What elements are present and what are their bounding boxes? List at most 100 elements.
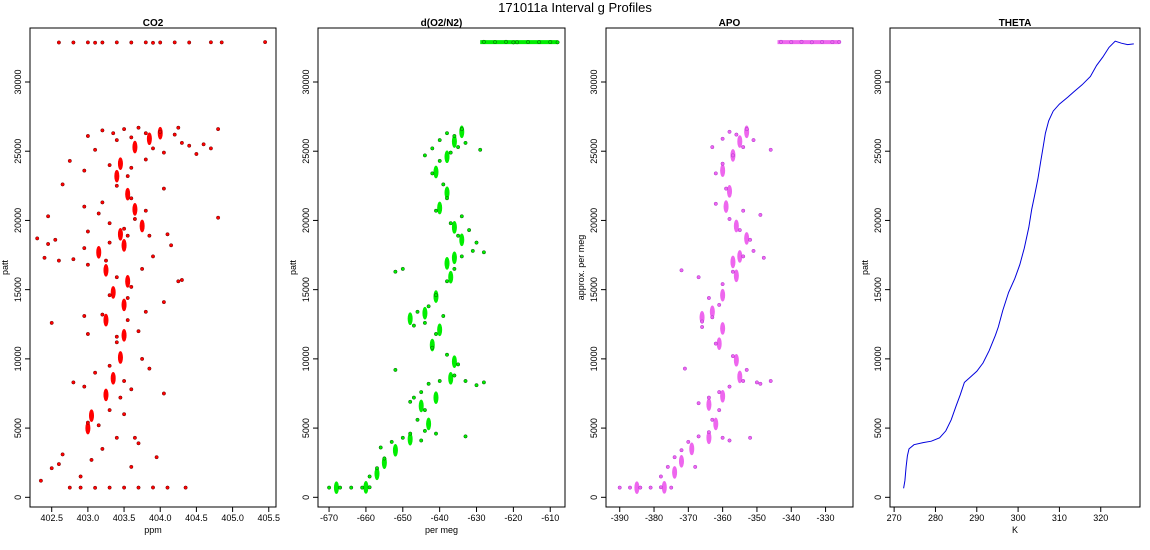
data-cluster <box>132 203 138 216</box>
data-point <box>411 323 416 328</box>
data-cluster <box>125 275 131 288</box>
data-point <box>452 134 457 138</box>
data-cluster <box>733 353 739 367</box>
y-tick-label: 30000 <box>589 69 599 94</box>
x-tick-label: 300 <box>1011 513 1026 523</box>
data-point <box>748 435 753 440</box>
y-tick-label: 15000 <box>301 277 311 302</box>
x-tick-label: -630 <box>468 513 486 523</box>
data-point <box>459 214 464 219</box>
data-cluster <box>121 329 127 342</box>
series-line <box>903 40 1134 489</box>
y-tick-label: 15000 <box>589 277 599 302</box>
y-tick-label: 10000 <box>13 346 23 371</box>
data-cluster <box>392 443 398 457</box>
data-point <box>474 240 479 245</box>
data-cluster <box>723 200 729 213</box>
data-point <box>56 258 61 263</box>
data-point <box>85 332 90 336</box>
data-point <box>724 186 729 191</box>
data-cluster <box>744 232 750 245</box>
data-point <box>129 40 134 45</box>
data-point <box>183 485 188 490</box>
data-point <box>761 255 766 260</box>
data-point <box>720 435 725 440</box>
data-point <box>481 39 486 44</box>
data-point <box>216 215 221 220</box>
data-cluster <box>418 399 424 413</box>
data-cluster <box>110 371 116 385</box>
x-tick-label: -620 <box>504 513 522 523</box>
data-point <box>617 485 622 490</box>
data-cluster <box>110 286 116 299</box>
data-point <box>665 464 670 469</box>
data-point <box>744 127 749 132</box>
data-point <box>147 366 152 371</box>
data-point <box>419 438 424 443</box>
plot-frame <box>317 27 566 508</box>
data-point <box>727 384 732 389</box>
data-point <box>100 446 105 451</box>
data-point <box>42 255 47 260</box>
data-point <box>445 131 449 136</box>
data-point <box>430 171 435 176</box>
data-point <box>85 262 90 267</box>
data-point <box>426 381 431 386</box>
x-tick-label: 404.0 <box>149 513 172 523</box>
data-point <box>470 248 475 253</box>
data-point <box>89 457 94 462</box>
data-point <box>717 408 722 413</box>
data-point <box>216 127 221 132</box>
data-point <box>758 381 763 386</box>
data-cluster <box>146 132 152 146</box>
y-tick-label: 20000 <box>13 208 23 233</box>
data-point <box>727 129 732 134</box>
data-cluster <box>426 417 432 431</box>
data-point <box>459 127 464 132</box>
data-cluster <box>103 313 109 327</box>
data-point <box>100 312 105 317</box>
data-point <box>169 243 174 248</box>
data-point <box>125 318 130 323</box>
data-point <box>201 142 206 147</box>
data-point <box>378 445 383 450</box>
x-tick-label: 280 <box>928 513 943 523</box>
data-cluster <box>451 355 457 368</box>
data-point <box>338 485 343 490</box>
data-point <box>693 464 698 469</box>
data-point <box>730 354 735 359</box>
data-point <box>46 242 51 246</box>
data-point <box>263 40 268 45</box>
data-cluster <box>333 481 339 494</box>
y-tick-label: 0 <box>13 495 23 500</box>
data-point <box>107 363 112 368</box>
data-point <box>187 143 192 148</box>
data-cluster <box>422 306 428 320</box>
data-cluster <box>103 263 109 277</box>
y-tick-label: 5000 <box>873 418 883 438</box>
data-cluster <box>89 409 95 422</box>
panel-title: THETA <box>999 18 1032 29</box>
data-point <box>219 40 224 45</box>
data-cluster <box>733 269 739 283</box>
panel-co2: CO2 402.5 403.0 403.5 404.0 404.5 405.0 405.5 0 5… <box>0 18 280 535</box>
data-point <box>696 434 701 439</box>
data-point <box>720 136 725 141</box>
data-point <box>713 341 718 346</box>
data-cluster <box>448 270 454 284</box>
data-cluster <box>444 150 450 164</box>
data-point <box>172 132 177 137</box>
data-point <box>452 266 457 271</box>
data-point <box>456 145 461 150</box>
data-point <box>125 296 130 300</box>
data-point <box>140 356 145 361</box>
data-point <box>194 152 199 156</box>
data-point <box>445 279 449 284</box>
data-point <box>710 145 715 150</box>
y-axis-label: patt <box>288 259 298 275</box>
data-point <box>696 275 701 280</box>
data-point <box>799 39 804 44</box>
x-tick-label: -360 <box>714 513 732 523</box>
data-cluster <box>121 298 127 312</box>
data-point <box>136 329 141 334</box>
